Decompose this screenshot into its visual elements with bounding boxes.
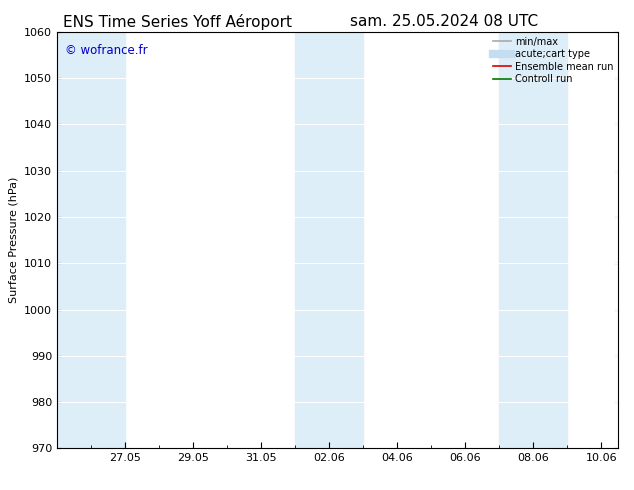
Legend: min/max, acute;cart type, Ensemble mean run, Controll run: min/max, acute;cart type, Ensemble mean … [491,35,615,86]
Text: © wofrance.fr: © wofrance.fr [65,44,148,57]
Bar [499,32,567,448]
Text: sam. 25.05.2024 08 UTC: sam. 25.05.2024 08 UTC [350,14,538,29]
Bar [295,32,363,448]
Text: ENS Time Series Yoff Aéroport: ENS Time Series Yoff Aéroport [63,14,292,30]
Y-axis label: Surface Pressure (hPa): Surface Pressure (hPa) [8,177,18,303]
Bar [57,32,125,448]
